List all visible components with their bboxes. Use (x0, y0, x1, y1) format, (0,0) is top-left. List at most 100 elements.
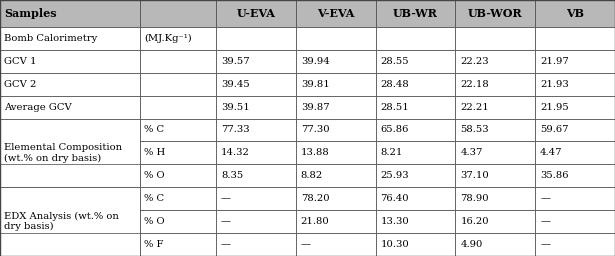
Bar (535, 27, 615, 50)
Text: 21.80: 21.80 (301, 217, 330, 226)
Bar (216, 233, 296, 256)
Text: Samples: Samples (4, 8, 57, 19)
Bar (456, 27, 535, 50)
Bar (296, 119, 376, 141)
Text: 28.55: 28.55 (381, 57, 409, 66)
Text: Bomb Calorimetry: Bomb Calorimetry (4, 34, 98, 43)
Text: % F: % F (144, 240, 164, 249)
Bar (296, 233, 376, 256)
Bar (376, 119, 456, 141)
Text: 39.51: 39.51 (221, 103, 250, 112)
Text: % H: % H (144, 148, 165, 157)
Text: 4.47: 4.47 (540, 148, 563, 157)
Text: 37.10: 37.10 (461, 171, 489, 180)
Text: GCV 1: GCV 1 (4, 57, 37, 66)
Bar (216, 95, 296, 119)
Text: VB: VB (566, 8, 584, 19)
Text: —: — (221, 194, 231, 203)
Bar (535, 119, 615, 141)
Bar (376, 164, 456, 187)
Bar (456, 50, 535, 73)
Bar (296, 187, 376, 210)
Bar (296, 95, 376, 119)
Text: (MJ.Kg⁻¹): (MJ.Kg⁻¹) (144, 34, 192, 43)
Bar (140, 141, 216, 164)
Bar (376, 210, 456, 233)
Bar (376, 187, 456, 210)
Bar (216, 0, 296, 27)
Text: —: — (540, 240, 550, 249)
Bar (376, 50, 456, 73)
Bar (216, 27, 296, 50)
Text: Elemental Composition
(wt.% on dry basis): Elemental Composition (wt.% on dry basis… (4, 143, 122, 163)
Text: —: — (301, 240, 311, 249)
Bar (0, 50, 140, 73)
Bar (140, 233, 216, 256)
Bar (456, 141, 535, 164)
Text: —: — (221, 240, 231, 249)
Text: GCV 2: GCV 2 (4, 80, 37, 89)
Text: 13.30: 13.30 (381, 217, 410, 226)
Bar (535, 73, 615, 95)
Text: 10.30: 10.30 (381, 240, 410, 249)
Bar (140, 187, 216, 210)
Text: 21.97: 21.97 (540, 57, 569, 66)
Bar (140, 210, 216, 233)
Text: % O: % O (144, 171, 165, 180)
Text: —: — (540, 194, 550, 203)
Text: 77.30: 77.30 (301, 125, 330, 134)
Text: 13.88: 13.88 (301, 148, 330, 157)
Text: 16.20: 16.20 (461, 217, 489, 226)
Text: 4.90: 4.90 (461, 240, 483, 249)
Text: 21.93: 21.93 (540, 80, 569, 89)
Bar (140, 50, 216, 73)
Bar (216, 141, 296, 164)
Bar (376, 0, 456, 27)
Bar (216, 164, 296, 187)
Text: 65.86: 65.86 (381, 125, 409, 134)
Bar (456, 95, 535, 119)
Text: 25.93: 25.93 (381, 171, 409, 180)
Text: 22.18: 22.18 (461, 80, 489, 89)
Text: 28.51: 28.51 (381, 103, 410, 112)
Bar (0, 95, 140, 119)
Text: —: — (221, 217, 231, 226)
Bar (456, 187, 535, 210)
Bar (0, 27, 140, 50)
Bar (535, 0, 615, 27)
Bar (140, 119, 216, 141)
Text: 14.32: 14.32 (221, 148, 250, 157)
Text: U-EVA: U-EVA (237, 8, 276, 19)
Bar (535, 95, 615, 119)
Text: 39.81: 39.81 (301, 80, 330, 89)
Bar (140, 95, 216, 119)
Text: 35.86: 35.86 (540, 171, 569, 180)
Text: 21.95: 21.95 (540, 103, 569, 112)
Bar (296, 50, 376, 73)
Text: 22.21: 22.21 (461, 103, 489, 112)
Text: 39.87: 39.87 (301, 103, 330, 112)
Bar (456, 73, 535, 95)
Bar (535, 187, 615, 210)
Text: 8.82: 8.82 (301, 171, 323, 180)
Text: EDX Analysis (wt.% on
dry basis): EDX Analysis (wt.% on dry basis) (4, 212, 119, 231)
Bar (376, 73, 456, 95)
Text: 76.40: 76.40 (381, 194, 409, 203)
Bar (456, 210, 535, 233)
Text: 39.57: 39.57 (221, 57, 250, 66)
Text: 58.53: 58.53 (461, 125, 489, 134)
Bar (456, 233, 535, 256)
Text: % C: % C (144, 125, 164, 134)
Text: 28.48: 28.48 (381, 80, 410, 89)
Text: 4.37: 4.37 (461, 148, 483, 157)
Bar (140, 0, 216, 27)
Text: 78.90: 78.90 (461, 194, 489, 203)
Bar (216, 73, 296, 95)
Bar (0, 73, 140, 96)
Bar (296, 0, 376, 27)
Bar (0, 0, 140, 27)
Text: 8.21: 8.21 (381, 148, 403, 157)
Text: 78.20: 78.20 (301, 194, 330, 203)
Bar (216, 210, 296, 233)
Bar (140, 73, 216, 95)
